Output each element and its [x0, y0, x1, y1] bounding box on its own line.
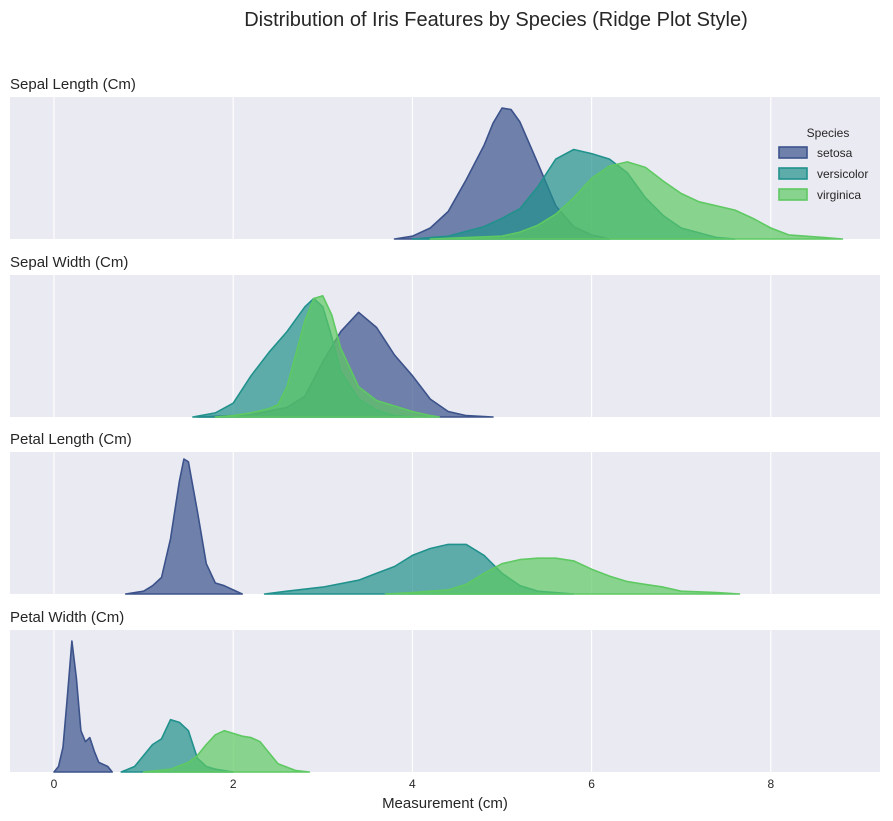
panel-background	[10, 275, 880, 417]
legend: Species setosa versicolor virginica	[778, 126, 868, 202]
ridge-panel: Petal Width (Cm)	[10, 609, 880, 773]
x-tick-label: 6	[588, 777, 595, 791]
panel-title: Petal Width (Cm)	[10, 609, 124, 626]
density-area-virginica	[429, 161, 844, 240]
panels: Sepal Length (Cm) Sepal Width (Cm) Petal L…	[10, 76, 880, 773]
panel-title: Sepal Width (Cm)	[10, 254, 128, 271]
x-axis-ticks: 0 2 4 6 8	[51, 777, 775, 791]
x-tick-label: 2	[230, 777, 237, 791]
legend-label-setosa: setosa	[817, 146, 853, 160]
legend-label-versicolor: versicolor	[817, 167, 868, 181]
x-tick-label: 0	[51, 777, 58, 791]
ridge-panel: Sepal Length (Cm)	[10, 76, 880, 240]
density-area-setosa	[124, 458, 243, 595]
panel-title: Petal Length (Cm)	[10, 431, 132, 448]
chart-title: Distribution of Iris Features by Species…	[244, 9, 748, 31]
density-area-virginica	[142, 729, 311, 773]
x-tick-label: 4	[409, 777, 416, 791]
panel-background	[10, 630, 880, 772]
legend-label-virginica: virginica	[817, 188, 861, 202]
density-area-setosa	[53, 640, 113, 773]
density-area-virginica	[214, 295, 441, 418]
panel-title: Sepal Length (Cm)	[10, 76, 136, 93]
x-axis-label: Measurement (cm)	[382, 795, 508, 812]
legend-swatch-versicolor	[778, 167, 808, 180]
ridge-panel: Petal Length (Cm)	[10, 431, 880, 595]
legend-swatch-setosa	[778, 146, 808, 159]
x-tick-label: 8	[767, 777, 774, 791]
ridge-panel: Sepal Width (Cm)	[10, 254, 880, 418]
legend-title: Species	[807, 126, 850, 140]
legend-swatch-virginica	[778, 188, 808, 201]
density-area-virginica	[384, 557, 741, 595]
